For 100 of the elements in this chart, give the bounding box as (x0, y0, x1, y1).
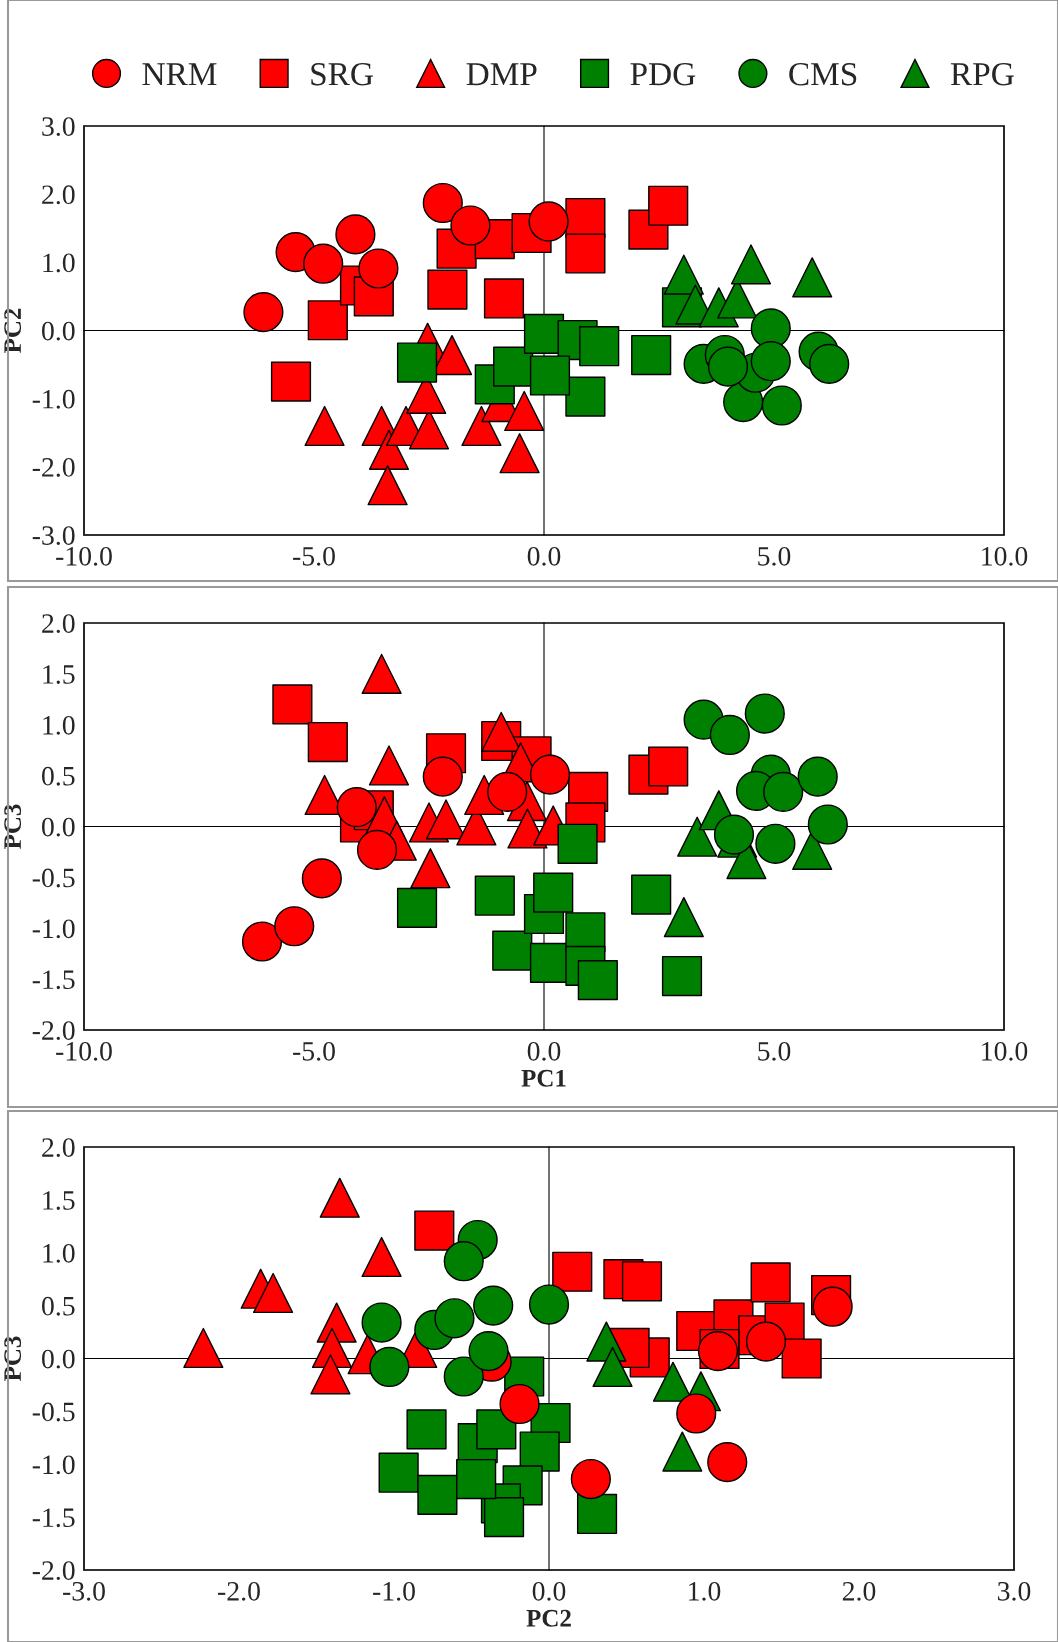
point (310, 1354, 351, 1395)
y-tick-label: 1.0 (43, 715, 75, 735)
y-tick-label: 0.5 (42, 766, 75, 786)
y-tick-label: 2.0 (42, 1138, 75, 1158)
point (456, 1458, 497, 1500)
x-tick-label: -2.0 (218, 1581, 260, 1601)
point (410, 848, 451, 889)
point (750, 1262, 791, 1303)
point (406, 1409, 447, 1450)
point (422, 182, 463, 224)
point (631, 874, 672, 915)
point (533, 872, 574, 913)
y-tick-label: -2.0 (32, 1561, 75, 1581)
point (781, 1338, 822, 1379)
point (396, 342, 438, 383)
point (301, 858, 342, 899)
y-tick-label: -2.0 (32, 1021, 75, 1041)
point (335, 214, 376, 255)
x-axis-title: PC2 (526, 1609, 571, 1627)
x-tick-label: -10.0 (56, 1041, 112, 1061)
point (483, 1497, 525, 1538)
point (528, 201, 569, 242)
point (468, 1331, 509, 1372)
point (565, 376, 606, 417)
point (183, 1327, 224, 1369)
legend-label: DMP (466, 63, 537, 86)
x-tick-label: 0.0 (527, 546, 561, 566)
point (570, 1458, 611, 1500)
point (307, 300, 348, 341)
point (361, 1236, 402, 1278)
x-tick-label: 0.0 (527, 1041, 561, 1061)
y-tick-label: -3.0 (32, 526, 75, 546)
point (358, 248, 399, 289)
point (483, 278, 525, 319)
point (755, 823, 796, 864)
legend-label: CMS (789, 63, 857, 86)
point (631, 334, 672, 376)
x-tick-label: 5.0 (758, 546, 791, 566)
x-tick-label: 5.0 (758, 1041, 791, 1061)
point (270, 361, 312, 402)
point (396, 887, 438, 928)
point (797, 756, 838, 797)
point (274, 906, 315, 947)
x-tick-label: -10.0 (56, 546, 112, 566)
point (414, 1210, 455, 1251)
point (443, 1356, 484, 1397)
y-tick-label: -1.0 (32, 919, 75, 939)
x-axis-title: PC1 (521, 1069, 566, 1087)
x-tick-label: 3.0 (997, 1581, 1031, 1601)
y-tick-label: 2.0 (42, 185, 75, 205)
x-tick-label: 0.0 (532, 1581, 566, 1601)
x-tick-label: -5.0 (293, 546, 335, 566)
point (356, 829, 398, 870)
point (557, 823, 598, 864)
legend-label: PDG (630, 63, 696, 86)
point (417, 1474, 458, 1516)
y-tick-label: 1.5 (43, 665, 75, 684)
point (519, 1431, 560, 1472)
point (307, 721, 348, 763)
point (361, 653, 402, 694)
point (504, 390, 545, 432)
point (499, 1383, 540, 1425)
x-tick-label: -3.0 (63, 1581, 105, 1601)
point (304, 405, 345, 447)
y-tick-label: 0.0 (42, 1349, 75, 1369)
point (443, 1241, 484, 1282)
point (481, 711, 522, 752)
point (272, 684, 313, 725)
y-tick-label: 2.0 (42, 614, 75, 634)
x-tick-label: -1.0 (373, 1581, 415, 1601)
x-tick-label: 1.0 (689, 1581, 721, 1601)
point (707, 1442, 748, 1483)
point (807, 804, 848, 845)
y-tick-label: -1.0 (32, 389, 75, 409)
point (677, 816, 718, 857)
y-tick-label: -2.0 (32, 458, 75, 477)
point (745, 1321, 787, 1362)
point (812, 1286, 853, 1327)
point (662, 1431, 703, 1472)
point (319, 1177, 360, 1218)
point (529, 355, 571, 396)
legend-label: NRM (142, 63, 217, 86)
y-tick-label: 1.0 (43, 1243, 75, 1263)
point (367, 465, 408, 506)
point (792, 257, 833, 298)
point (303, 243, 344, 284)
point (528, 1284, 570, 1325)
point (499, 433, 540, 474)
legend-label: RPG (950, 63, 1014, 86)
point (461, 405, 502, 447)
point (361, 1302, 402, 1343)
y-tick-label: 0.0 (42, 817, 75, 837)
point (487, 771, 528, 812)
y-tick-label: -0.5 (32, 1402, 75, 1422)
point (676, 1393, 717, 1434)
point (434, 1298, 475, 1339)
y-tick-label: -0.5 (32, 868, 75, 888)
x-tick-label: 10.0 (982, 1041, 1028, 1061)
point (565, 233, 606, 274)
y-tick-label: 1.5 (43, 1191, 75, 1210)
